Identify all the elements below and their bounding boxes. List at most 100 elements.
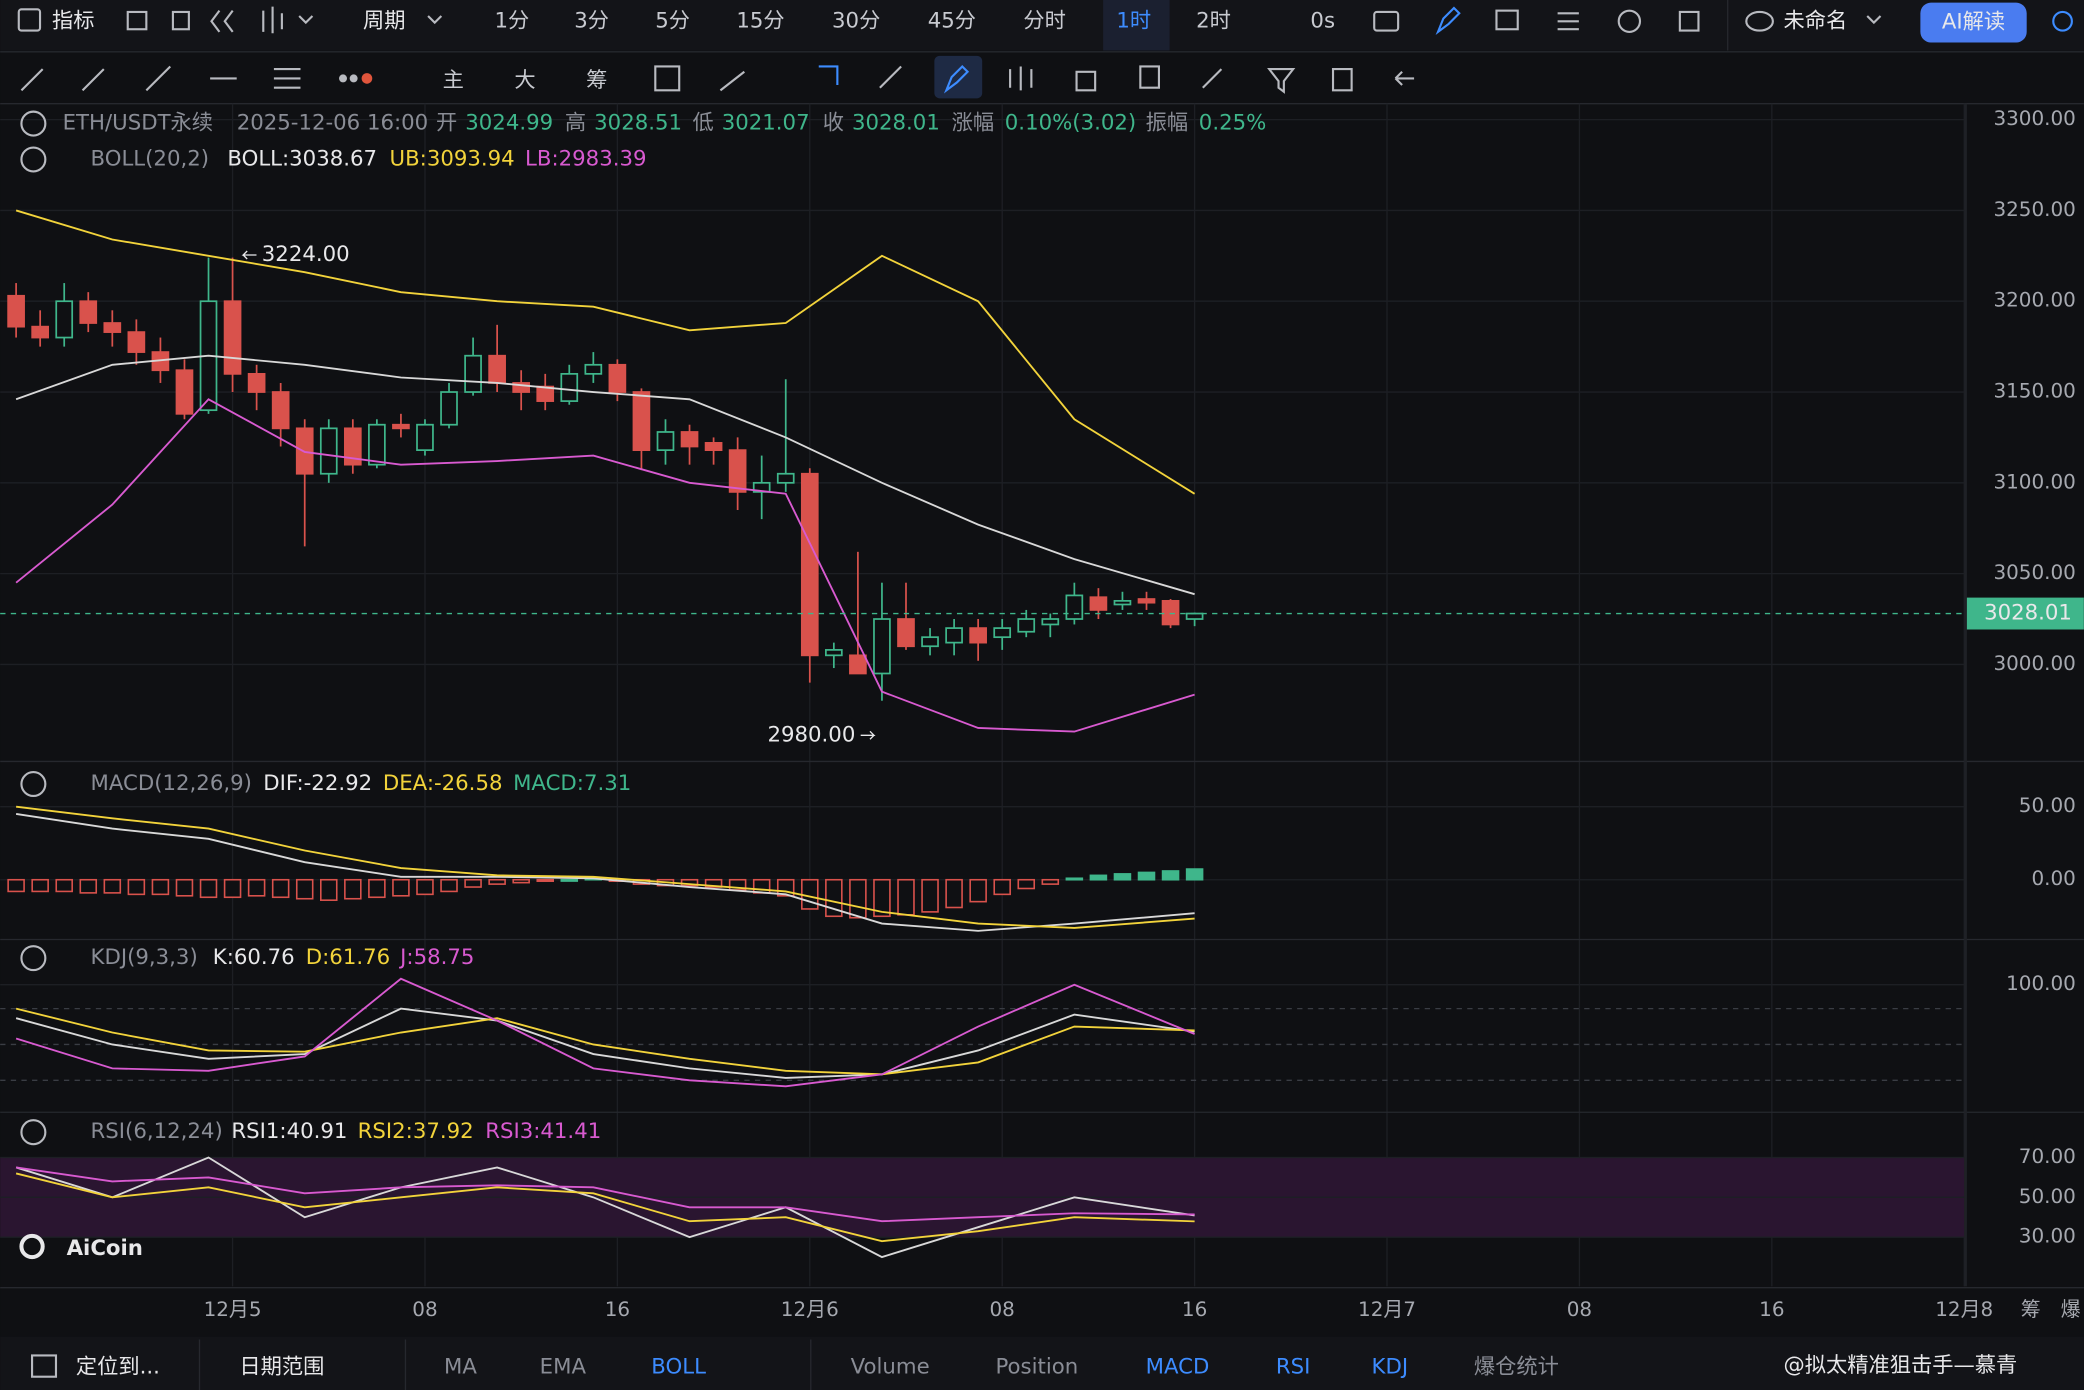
- ai-button-bg[interactable]: [1920, 2, 2027, 43]
- x-tick-label: 12月6: [781, 1298, 839, 1321]
- macd-bar: [127, 878, 146, 896]
- indicator-tab[interactable]: RSI: [1276, 1354, 1311, 1379]
- collapse-icon[interactable]: [20, 146, 47, 173]
- indicator-tab[interactable]: 爆仓统计: [1474, 1354, 1559, 1379]
- indicator-tab[interactable]: MA: [444, 1354, 477, 1379]
- candle-body: [969, 627, 987, 644]
- share-icon[interactable]: [2052, 10, 2073, 32]
- indicator-tab[interactable]: Position: [995, 1354, 1078, 1379]
- candle-body: [55, 300, 74, 339]
- period[interactable]: 5分: [655, 8, 690, 33]
- ai-button[interactable]: AI解读: [1942, 10, 2005, 35]
- draw-icons[interactable]: [20, 65, 301, 92]
- icon[interactable]: [349, 74, 358, 83]
- tool-chips[interactable]: 筹: [586, 68, 607, 93]
- rsi3-line: [15, 1166, 1195, 1223]
- period-active[interactable]: 1时: [1116, 8, 1151, 33]
- icon[interactable]: [1373, 10, 1400, 32]
- macd-bar: [151, 878, 170, 896]
- period-button[interactable]: 周期: [363, 8, 406, 33]
- icon[interactable]: [1495, 9, 1519, 31]
- icon[interactable]: [1678, 10, 1700, 32]
- boll-upper-line: [15, 209, 1196, 495]
- d-line: [15, 1007, 1195, 1076]
- macd-bar: [488, 878, 506, 885]
- period[interactable]: 分时: [1023, 8, 1066, 33]
- indicator-tab[interactable]: EMA: [540, 1354, 587, 1379]
- candle-body: [945, 627, 963, 644]
- k: K:60.76: [213, 945, 295, 970]
- dea: DEA:-26.58: [383, 771, 503, 796]
- x-tick-label: 08: [1567, 1298, 1592, 1321]
- indicator-tab[interactable]: BOLL: [651, 1354, 706, 1379]
- collapse-icon[interactable]: [20, 1119, 47, 1146]
- indicator-tab[interactable]: KDJ: [1372, 1354, 1409, 1379]
- layout-name[interactable]: 未命名: [1784, 8, 1848, 33]
- macd-bar: [897, 878, 915, 916]
- icon[interactable]: [17, 8, 42, 32]
- icon[interactable]: [1557, 12, 1579, 31]
- collapse-icon[interactable]: [20, 110, 47, 137]
- icon[interactable]: [818, 65, 839, 86]
- period[interactable]: 30分: [832, 8, 880, 33]
- macd-bar: [223, 878, 242, 899]
- candle-body: [7, 294, 25, 328]
- axis-divider: [1964, 103, 1967, 1287]
- dif-line: [15, 813, 1195, 932]
- tool-main[interactable]: 主: [443, 68, 464, 93]
- candle-body: [103, 322, 122, 333]
- icon[interactable]: [943, 64, 970, 94]
- macd-bar: [416, 878, 434, 896]
- symbol: ETH/USDT永续: [63, 111, 213, 136]
- x-tick-label: 12月8: [1935, 1298, 1993, 1321]
- tool-big[interactable]: 大: [514, 68, 535, 93]
- draw-icons[interactable]: [654, 65, 745, 92]
- candle-body: [79, 300, 98, 324]
- macd-bar: [271, 878, 290, 899]
- period[interactable]: 1分: [495, 8, 530, 33]
- collapse-icon[interactable]: [20, 945, 47, 972]
- locate-button[interactable]: 定位到...: [76, 1354, 160, 1379]
- boll-mid-line: [15, 354, 1195, 596]
- y-tick-label: 100.00: [2006, 972, 2076, 995]
- icon[interactable]: [1435, 6, 1461, 36]
- icon[interactable]: [126, 10, 148, 31]
- icon[interactable]: [30, 1354, 58, 1378]
- macd-bar: [247, 878, 266, 897]
- last-price-label: 3028.01: [1984, 601, 2072, 626]
- indicator-tab[interactable]: Volume: [851, 1354, 930, 1379]
- icon[interactable]: [361, 73, 373, 84]
- range-button[interactable]: 日期范围: [239, 1354, 324, 1379]
- label: 开: [436, 111, 457, 136]
- icon[interactable]: [339, 74, 347, 83]
- candle-body: [223, 300, 242, 375]
- candle-body: [31, 325, 49, 339]
- icon[interactable]: [171, 10, 190, 31]
- macd-bar: [175, 878, 194, 897]
- active-tool-bg[interactable]: [934, 55, 983, 99]
- icon[interactable]: [262, 6, 314, 34]
- macd-bar: [1089, 874, 1108, 881]
- collapse-icon[interactable]: [20, 771, 47, 798]
- indicator-button[interactable]: 指标: [52, 8, 95, 33]
- x-extra: 筹: [2021, 1298, 2041, 1321]
- period[interactable]: 15分: [736, 8, 784, 33]
- draw-icons[interactable]: [879, 65, 1415, 94]
- period[interactable]: 45分: [928, 8, 976, 33]
- macd-bar: [1065, 877, 1084, 881]
- candle-body: [1065, 594, 1084, 620]
- y-tick-label: 0.00: [2032, 867, 2076, 890]
- period[interactable]: 3分: [574, 8, 609, 33]
- candle-body: [800, 472, 819, 657]
- icon[interactable]: [1617, 9, 1642, 33]
- period[interactable]: 2时: [1196, 8, 1231, 33]
- candle-body: [416, 423, 434, 451]
- candle-body: [849, 654, 867, 675]
- candle-body: [175, 369, 194, 415]
- indicator-tab[interactable]: MACD: [1146, 1354, 1210, 1379]
- macd-bar: [536, 878, 555, 882]
- macd-bar: [993, 878, 1011, 896]
- macd-bar: [392, 878, 410, 897]
- icon[interactable]: [210, 9, 234, 33]
